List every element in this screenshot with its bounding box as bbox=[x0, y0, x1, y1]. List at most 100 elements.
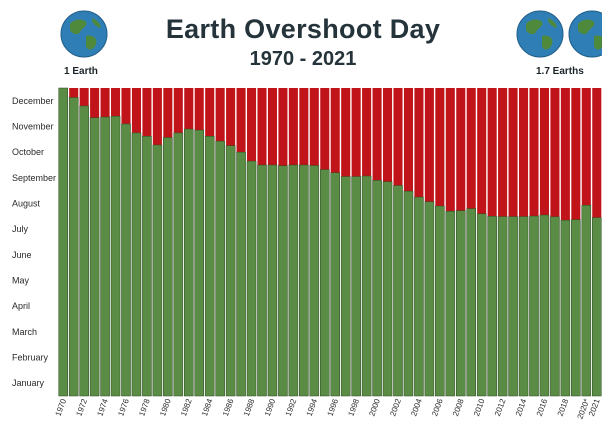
bar-2008 bbox=[455, 210, 466, 397]
x-tick-label-1988: 1988 bbox=[242, 397, 257, 417]
x-tick-label-2014: 2014 bbox=[514, 397, 529, 417]
y-tick-label-october: October bbox=[12, 147, 44, 157]
x-tick-label-1984: 1984 bbox=[200, 397, 215, 417]
overshoot-segment-1977 bbox=[131, 88, 141, 133]
earth-globe-icon bbox=[516, 10, 564, 58]
overshoot-segment-2013 bbox=[508, 88, 518, 217]
overshoot-segment-1978 bbox=[142, 88, 152, 137]
overshoot-segment-1995 bbox=[320, 88, 330, 170]
x-tick-label-2002: 2002 bbox=[388, 397, 403, 417]
y-tick-label-september: September bbox=[12, 173, 56, 183]
overshoot-segment-2002 bbox=[393, 88, 403, 186]
bar-1978 bbox=[142, 136, 152, 397]
bar-2011 bbox=[487, 216, 497, 397]
x-tick-label-1972: 1972 bbox=[74, 397, 89, 417]
x-tick-label-1974: 1974 bbox=[95, 397, 110, 417]
bar-2013 bbox=[508, 216, 518, 397]
bar-1989 bbox=[257, 164, 267, 397]
bar-1977 bbox=[131, 132, 142, 397]
overshoot-segment-1979 bbox=[152, 88, 162, 145]
x-tick-label-1998: 1998 bbox=[346, 397, 361, 417]
bar-1991 bbox=[278, 165, 288, 397]
overshoot-segment-2004 bbox=[414, 88, 424, 198]
bar-2016 bbox=[539, 214, 550, 397]
overshoot-segment-2019 bbox=[571, 88, 581, 220]
x-tick-label-1970: 1970 bbox=[54, 397, 69, 417]
bars-group bbox=[58, 87, 602, 397]
x-tick-label-1986: 1986 bbox=[221, 397, 236, 417]
bar-1973 bbox=[89, 117, 100, 397]
x-tick-label-2018: 2018 bbox=[556, 397, 571, 417]
overshoot-segment-2000 bbox=[372, 88, 382, 181]
overshoot-segment-1983 bbox=[194, 88, 204, 131]
y-axis-labels: January February March April May June July Augu… bbox=[12, 96, 56, 388]
chart-subtitle: 1970 - 2021 bbox=[249, 48, 357, 70]
overshoot-segment-1981 bbox=[173, 88, 183, 133]
bar-1999 bbox=[361, 175, 372, 397]
bar-1983 bbox=[194, 129, 205, 397]
earth-globe-graphic bbox=[516, 10, 564, 58]
overshoot-segment-1998 bbox=[351, 88, 361, 177]
one-point-seven-earths-label: 1.7 Earths bbox=[536, 66, 584, 77]
earth-globe-graphic bbox=[60, 10, 108, 58]
bar-2021 bbox=[591, 217, 602, 397]
overshoot-segment-1999 bbox=[362, 88, 372, 177]
one-earth-label: 1 Earth bbox=[64, 66, 98, 77]
bar-2003 bbox=[403, 190, 414, 397]
overshoot-segment-1971 bbox=[69, 88, 79, 98]
y-tick-label-march: March bbox=[12, 327, 37, 337]
overshoot-segment-2007 bbox=[445, 88, 455, 212]
overshoot-segment-1982 bbox=[184, 88, 194, 130]
overshoot-segment-2021 bbox=[592, 88, 602, 218]
bar-2009 bbox=[466, 208, 477, 397]
overshoot-segment-1989 bbox=[257, 88, 267, 165]
bar-1996 bbox=[330, 172, 341, 397]
overshoot-segment-1990 bbox=[267, 88, 277, 165]
overshoot-segment-2015 bbox=[529, 88, 539, 217]
overshoot-segment-1985 bbox=[215, 88, 225, 142]
overshoot-segment-1996 bbox=[330, 88, 340, 173]
bar-1990 bbox=[267, 164, 278, 397]
bar-1971 bbox=[68, 97, 79, 397]
partial-earth-globe-graphic bbox=[568, 10, 602, 58]
x-tick-label-1978: 1978 bbox=[137, 397, 152, 417]
partial-earth-globe-icon bbox=[568, 10, 602, 58]
x-tick-label-2000: 2000 bbox=[367, 397, 382, 417]
bar-1994 bbox=[309, 165, 320, 397]
bar-1976 bbox=[121, 123, 131, 397]
overshoot-segment-1980 bbox=[163, 88, 173, 138]
overshoot-segment-1974 bbox=[100, 88, 110, 118]
bar-1988 bbox=[246, 160, 257, 397]
overshoot-segment-2020 bbox=[581, 88, 591, 206]
y-tick-label-june: June bbox=[12, 250, 32, 260]
x-tick-label-2004: 2004 bbox=[409, 397, 424, 417]
overshoot-segment-2003 bbox=[403, 88, 413, 192]
x-tick-label-1976: 1976 bbox=[116, 397, 131, 417]
x-tick-label-2008: 2008 bbox=[451, 397, 466, 417]
bar-1979 bbox=[152, 144, 163, 397]
bar-1987 bbox=[236, 151, 246, 397]
overshoot-segment-2001 bbox=[383, 88, 393, 182]
x-tick-label-1992: 1992 bbox=[284, 397, 299, 417]
bar-2017 bbox=[550, 216, 560, 397]
bar-2012 bbox=[497, 216, 508, 397]
y-tick-label-may: May bbox=[12, 276, 30, 286]
overshoot-segment-1973 bbox=[90, 88, 100, 118]
x-axis-labels: 1970 1972 1974 1976 1978 1980 1982 1984 1986 1988… bbox=[54, 397, 602, 420]
x-tick-label-1996: 1996 bbox=[326, 397, 341, 417]
overshoot-segment-2006 bbox=[435, 88, 445, 207]
bar-1972 bbox=[79, 105, 89, 397]
bar-2005 bbox=[424, 201, 435, 397]
bar-2007 bbox=[445, 210, 456, 397]
bar-2006 bbox=[435, 205, 445, 397]
earth-globe-icon bbox=[60, 10, 108, 58]
overshoot-segment-2016 bbox=[539, 88, 549, 216]
bar-2014 bbox=[518, 216, 529, 397]
bar-1981 bbox=[173, 132, 184, 397]
bar-2010 bbox=[476, 213, 487, 397]
bar-1992 bbox=[288, 164, 299, 397]
y-tick-label-february: February bbox=[12, 353, 49, 363]
x-tick-label-2010: 2010 bbox=[472, 397, 487, 417]
x-tick-label-1994: 1994 bbox=[305, 397, 320, 417]
